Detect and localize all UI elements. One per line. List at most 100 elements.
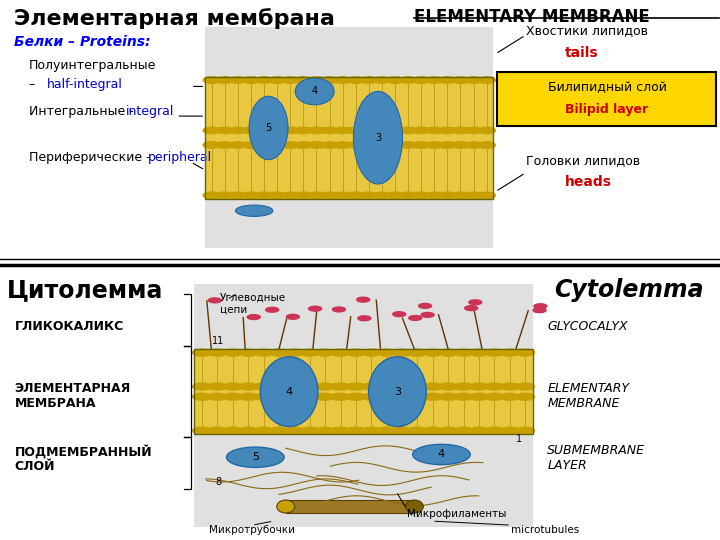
Circle shape	[413, 142, 430, 149]
Text: SUBMEMBRANE
LAYER: SUBMEMBRANE LAYER	[547, 444, 645, 472]
Circle shape	[321, 77, 338, 83]
Circle shape	[464, 306, 477, 310]
Text: –: –	[29, 78, 39, 91]
Circle shape	[223, 427, 242, 434]
Circle shape	[373, 77, 390, 83]
Circle shape	[308, 77, 325, 83]
Circle shape	[254, 427, 273, 434]
Circle shape	[469, 393, 488, 400]
Circle shape	[360, 192, 377, 199]
Circle shape	[500, 349, 519, 356]
Circle shape	[216, 127, 233, 133]
Text: Элементарная мембрана: Элементарная мембрана	[14, 8, 336, 29]
Circle shape	[269, 427, 288, 434]
Text: integral: integral	[126, 105, 174, 118]
Circle shape	[334, 192, 351, 199]
Text: 4: 4	[286, 387, 293, 397]
Circle shape	[438, 77, 456, 83]
Text: Цитолемма: Цитолемма	[7, 278, 163, 302]
Circle shape	[309, 306, 322, 311]
Text: ПОДМЕМБРАННЫЙ
СЛОЙ: ПОДМЕМБРАННЫЙ СЛОЙ	[14, 444, 152, 473]
Circle shape	[387, 192, 404, 199]
Circle shape	[408, 427, 427, 434]
Circle shape	[254, 383, 273, 390]
Circle shape	[426, 192, 443, 199]
Bar	[205, 77, 493, 199]
Text: heads: heads	[565, 176, 612, 190]
Circle shape	[346, 349, 365, 356]
Circle shape	[294, 142, 312, 149]
Circle shape	[373, 142, 390, 149]
Circle shape	[454, 383, 473, 390]
Circle shape	[208, 393, 227, 400]
Circle shape	[485, 349, 504, 356]
Circle shape	[346, 427, 365, 434]
Bar	[194, 284, 533, 526]
Circle shape	[534, 304, 546, 309]
Circle shape	[243, 192, 260, 199]
Text: Интегральные -: Интегральные -	[29, 105, 138, 118]
Text: 11: 11	[212, 336, 224, 346]
Circle shape	[452, 127, 469, 133]
Text: Билипидный слой: Билипидный слой	[547, 81, 667, 94]
Circle shape	[282, 192, 299, 199]
Circle shape	[208, 349, 227, 356]
Circle shape	[346, 383, 365, 390]
Circle shape	[334, 127, 351, 133]
Circle shape	[285, 427, 304, 434]
Circle shape	[203, 142, 220, 149]
Circle shape	[256, 142, 273, 149]
Circle shape	[300, 427, 319, 434]
Circle shape	[478, 142, 495, 149]
Circle shape	[269, 393, 288, 400]
Text: Cytolemma: Cytolemma	[554, 278, 704, 302]
Circle shape	[229, 127, 246, 133]
Circle shape	[438, 192, 456, 199]
Circle shape	[400, 192, 417, 199]
Circle shape	[223, 349, 242, 356]
Circle shape	[392, 383, 411, 390]
Circle shape	[243, 77, 260, 83]
Circle shape	[392, 312, 405, 316]
Circle shape	[216, 142, 233, 149]
Circle shape	[254, 349, 273, 356]
Bar	[194, 349, 533, 434]
Circle shape	[229, 77, 246, 83]
Circle shape	[239, 427, 258, 434]
Circle shape	[285, 393, 304, 400]
Circle shape	[247, 315, 260, 320]
Circle shape	[316, 427, 335, 434]
Circle shape	[347, 127, 364, 133]
Text: 3: 3	[375, 133, 381, 143]
Circle shape	[347, 77, 364, 83]
Circle shape	[203, 77, 220, 83]
Circle shape	[423, 383, 442, 390]
Text: 5: 5	[266, 123, 271, 133]
Circle shape	[452, 192, 469, 199]
Circle shape	[331, 349, 350, 356]
Circle shape	[392, 427, 411, 434]
Circle shape	[269, 383, 288, 390]
Circle shape	[516, 383, 534, 390]
Circle shape	[229, 142, 246, 149]
Circle shape	[208, 383, 227, 390]
Circle shape	[516, 349, 534, 356]
Text: Периферические -: Периферические -	[29, 151, 154, 164]
Circle shape	[256, 127, 273, 133]
Circle shape	[269, 142, 286, 149]
Circle shape	[408, 349, 427, 356]
Circle shape	[438, 127, 456, 133]
Text: 4: 4	[312, 86, 318, 97]
Text: Полуинтегральные: Полуинтегральные	[29, 59, 156, 72]
Circle shape	[269, 77, 286, 83]
Circle shape	[387, 142, 404, 149]
Circle shape	[465, 192, 482, 199]
Circle shape	[282, 77, 299, 83]
Circle shape	[256, 192, 273, 199]
Text: half-integral: half-integral	[47, 78, 122, 91]
Circle shape	[426, 142, 443, 149]
Circle shape	[516, 393, 534, 400]
Circle shape	[347, 192, 364, 199]
Circle shape	[438, 142, 456, 149]
Circle shape	[362, 393, 381, 400]
